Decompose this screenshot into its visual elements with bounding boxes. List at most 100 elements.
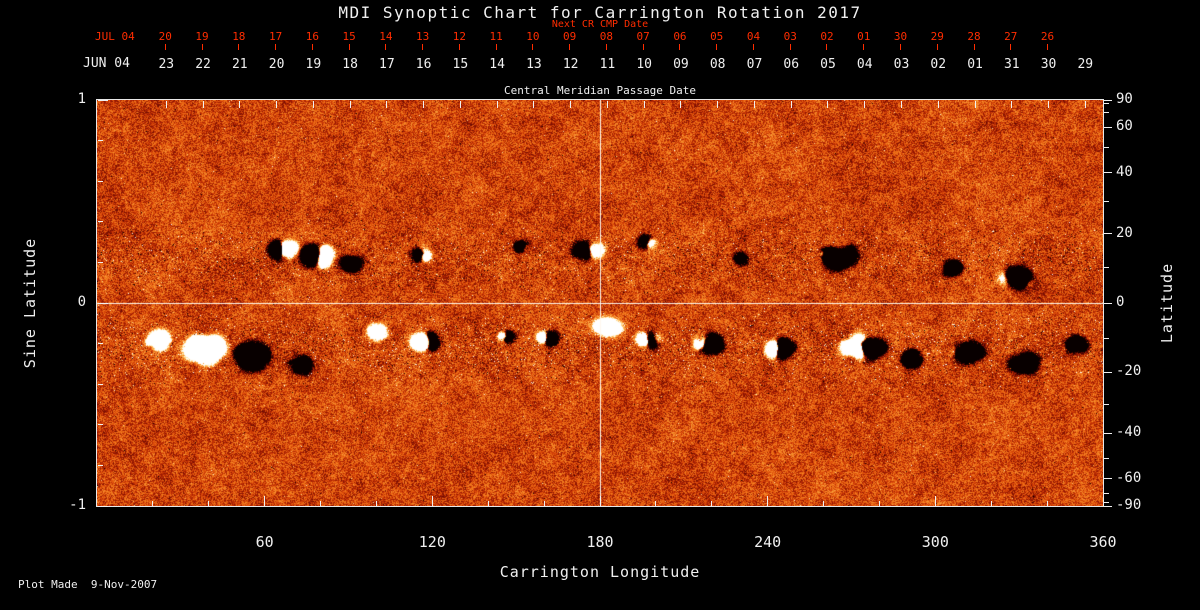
red-date-label: 10 [526,30,540,43]
axis-tick [1010,44,1012,50]
axis-tick [1011,101,1013,108]
white-date-label: 18 [342,57,358,72]
axis-tick [1104,102,1109,104]
axis-tick [878,501,880,506]
axis-tick [349,101,351,108]
latitude-tick-label: -20 [1116,363,1142,380]
white-date-label: 22 [195,57,211,72]
axis-tick [569,44,571,50]
axis-tick [1048,101,1050,108]
axis-tick [276,101,278,108]
latitude-tick-label: 60 [1116,118,1133,135]
longitude-tick-label: 60 [255,533,274,551]
white-date-label: 07 [746,57,763,72]
axis-tick [264,496,266,506]
red-date-label: 27 [1004,30,1018,43]
latitude-tick-label: 90 [1116,91,1133,107]
red-date-label: 26 [1040,30,1055,43]
longitude-tick-label: 120 [418,533,446,551]
axis-tick [431,496,433,506]
axis-tick [599,496,601,506]
latitude-tick-label: 0 [1116,294,1125,310]
red-date-label: 08 [599,30,614,43]
axis-tick [680,101,682,108]
red-date-label: 18 [232,30,246,43]
axis-tick [717,101,719,108]
axis-tick [239,101,241,108]
axis-tick [98,140,103,142]
axis-tick [1104,267,1109,269]
axis-tick [1104,302,1112,304]
axis-tick [900,44,901,50]
axis-tick [1047,44,1049,50]
red-date-label: 09 [563,30,577,43]
axis-tick [532,44,534,50]
red-date-label: 06 [673,30,687,43]
axis-tick [1104,458,1109,459]
axis-tick [937,101,939,108]
red-date-label: 01 [857,30,871,43]
axis-tick [375,501,377,506]
axis-tick [98,302,108,304]
axis-tick [864,101,866,108]
axis-tick [459,101,461,108]
axis-tick [422,44,424,50]
axis-tick [98,424,103,426]
right-axis-title: Latitude [1158,262,1176,344]
axis-tick [98,464,103,466]
axis-tick [752,44,754,50]
axis-tick [827,101,829,108]
red-date-label: 29 [930,30,944,43]
red-date-label: 11 [489,30,503,43]
next-cr-cmp-date-label: Next CR CMP Date [551,19,649,30]
red-date-label: 04 [746,30,761,43]
plot-made-label: Plot Made 9-Nov-2007 [18,578,158,591]
axis-tick [98,180,103,182]
axis-tick [711,501,713,506]
axis-tick [1104,99,1112,101]
latitude-tick-label: 40 [1116,163,1133,180]
white-date-label: 02 [930,57,947,72]
white-date-label: 29 [1077,57,1094,72]
longitude-tick-label: 240 [754,533,782,551]
red-date-label: 12 [452,30,466,43]
white-date-label: 09 [673,57,689,72]
white-date-label: 23 [158,57,175,72]
axis-tick [320,501,322,506]
white-date-label: 05 [820,57,836,72]
axis-tick [201,44,203,50]
axis-tick [1104,172,1112,173]
axis-tick [98,343,103,345]
axis-tick [789,44,791,50]
axis-tick [1104,502,1109,504]
red-date-label: 20 [158,30,172,43]
axis-tick [1102,496,1104,506]
axis-tick [423,101,425,108]
axis-tick [1104,371,1112,373]
axis-tick [1104,146,1109,148]
axis-tick [767,496,769,506]
axis-tick [458,44,460,50]
axis-tick [753,101,755,108]
magnetogram-image [97,100,1103,506]
white-date-label: 30 [1040,57,1057,72]
axis-tick [826,44,828,50]
axis-tick [495,44,497,50]
white-date-label: 16 [415,57,432,72]
axis-tick [1104,404,1109,405]
white-date-label: 04 [856,57,873,72]
axis-tick [152,501,154,506]
axis-tick [98,99,108,101]
axis-tick [1104,126,1112,128]
sine-latitude-tick-label: -1 [69,497,86,513]
axis-tick [98,221,103,223]
axis-tick [934,496,936,506]
axis-tick [348,44,350,50]
axis-tick [570,101,572,108]
white-date-label: 03 [893,57,910,72]
axis-tick [98,505,108,507]
axis-tick [823,501,825,506]
axis-tick [98,261,103,263]
red-date-label: 15 [342,30,356,43]
white-date-label: 17 [379,57,395,72]
